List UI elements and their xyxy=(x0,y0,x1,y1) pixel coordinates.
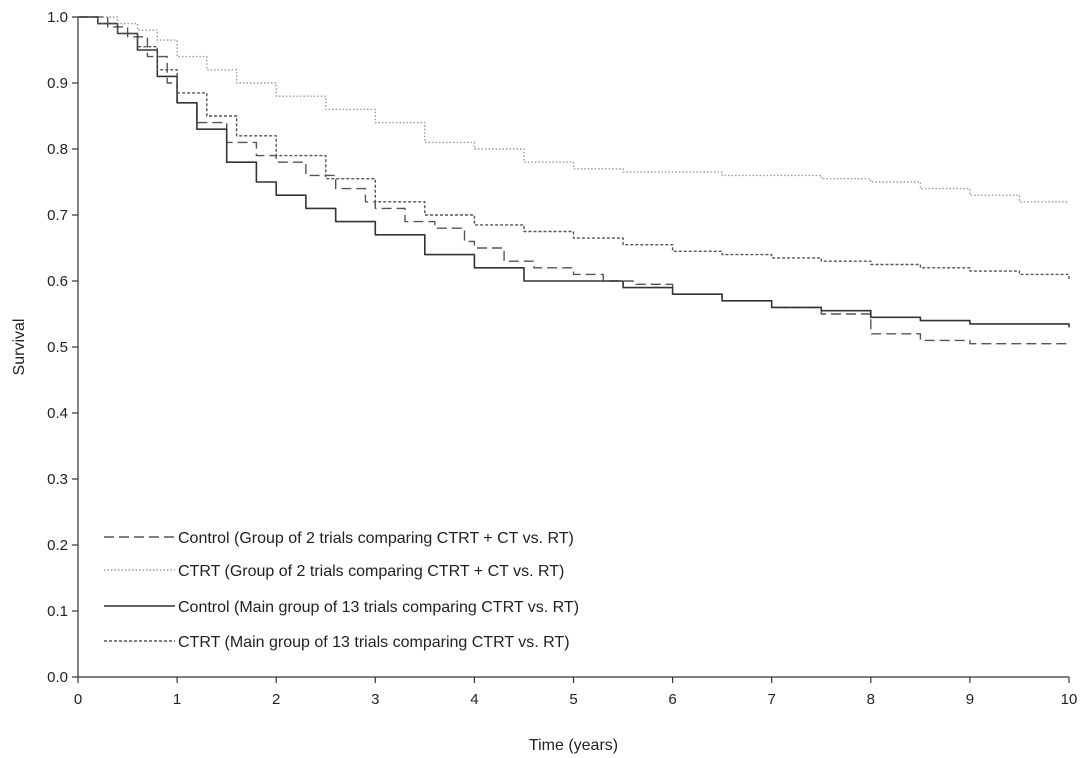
legend-label-1: Control (Group of 2 trials comparing CTR… xyxy=(178,530,574,547)
legend-label-4: CTRT (Main group of 13 trials comparing … xyxy=(178,634,570,651)
x-tick-label: 7 xyxy=(768,691,776,708)
x-tick-label: 9 xyxy=(966,691,974,708)
y-tick-label: 0.4 xyxy=(47,405,68,422)
series-line-2 xyxy=(78,16,1069,203)
legend-label-2: CTRT (Group of 2 trials comparing CTRT +… xyxy=(178,563,564,580)
y-tick-label: 0.0 xyxy=(47,669,68,686)
plot-area: 0 1 2 3 4 5 6 7 8 9 10 0.0 0.1 0.2 0.3 0.4 0.5 0.6 0.7 0.8… xyxy=(47,9,1077,708)
y-tick-label: 1.0 xyxy=(47,9,68,26)
y-tick-label: 0.6 xyxy=(47,273,68,290)
y-tick-label: 0.8 xyxy=(47,141,68,158)
y-tick-label: 0.3 xyxy=(47,471,68,488)
y-tick-label: 0.2 xyxy=(47,537,68,554)
x-tick-label: 0 xyxy=(74,691,82,708)
x-axis-label: Time (years) xyxy=(529,737,618,754)
x-tick-label: 1 xyxy=(173,691,181,708)
series-line-3 xyxy=(78,16,1070,328)
y-tick-label: 0.1 xyxy=(47,603,68,620)
x-tick-label: 3 xyxy=(371,691,379,708)
x-tick-label: 4 xyxy=(470,691,478,708)
x-tick-group: 0 1 2 3 4 5 6 7 8 9 10 xyxy=(74,677,1078,708)
y-tick-label: 0.5 xyxy=(47,339,68,356)
x-tick-label: 5 xyxy=(569,691,577,708)
legend: Control (Group of 2 trials comparing CTR… xyxy=(104,530,579,651)
y-tick-label: 0.7 xyxy=(47,207,68,224)
x-tick-label: 10 xyxy=(1061,691,1078,708)
series-line-1 xyxy=(78,16,1069,345)
x-tick-label: 6 xyxy=(668,691,676,708)
legend-label-3: Control (Main group of 13 trials compari… xyxy=(178,599,579,616)
y-tick-label: 0.9 xyxy=(47,75,68,92)
series-group xyxy=(78,16,1070,345)
y-tick-group: 0.0 0.1 0.2 0.3 0.4 0.5 0.6 0.7 0.8 0.9 1.0 xyxy=(47,9,78,686)
x-tick-label: 8 xyxy=(867,691,875,708)
series-line-4 xyxy=(78,16,1070,281)
y-axis-label: Survival xyxy=(11,319,28,376)
x-tick-label: 2 xyxy=(272,691,280,708)
